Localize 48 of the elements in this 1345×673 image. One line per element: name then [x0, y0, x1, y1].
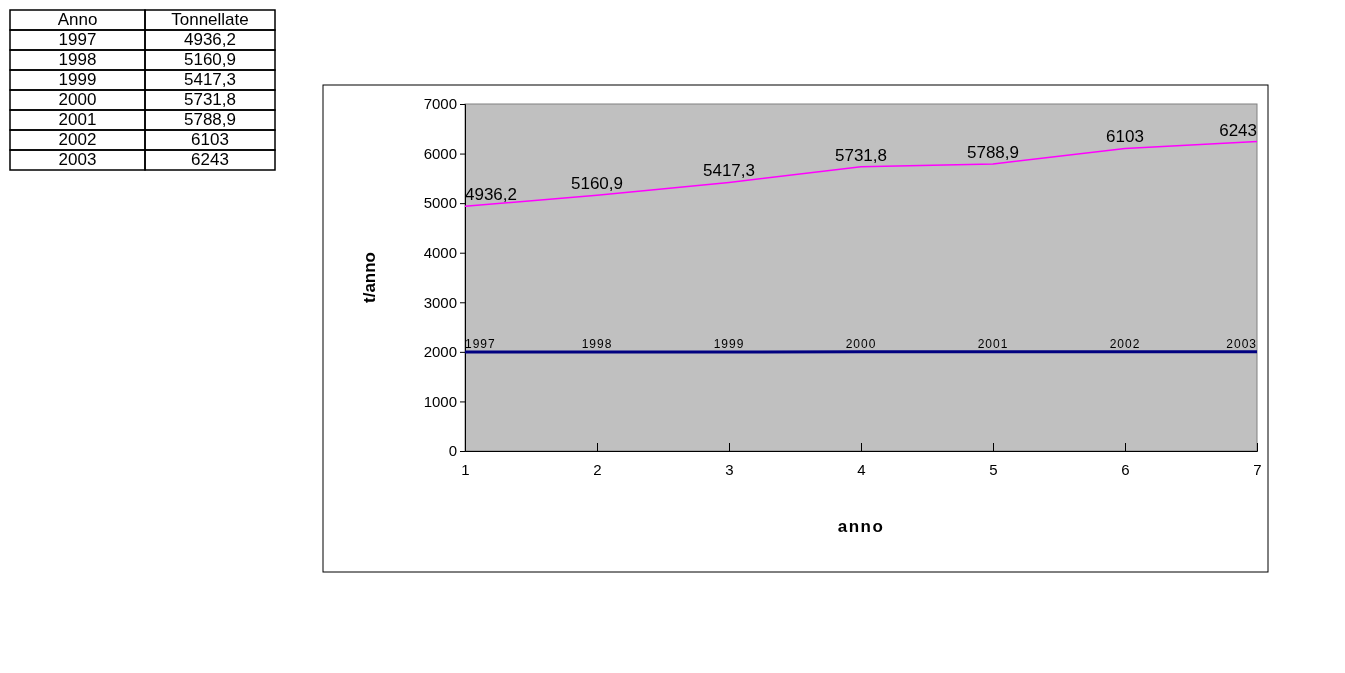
- y-tick-label: 2000: [423, 343, 457, 361]
- x-tick-label: 6: [1121, 461, 1130, 478]
- text: 2002: [58, 130, 97, 149]
- y-axis-title: t/anno: [360, 252, 379, 303]
- text: 1997: [58, 30, 97, 49]
- text: 5160,9: [184, 50, 236, 69]
- data-label: 5788,9: [967, 143, 1019, 163]
- y-tick-label: 0: [448, 442, 457, 460]
- data-label: 6103: [1106, 127, 1144, 147]
- data-label: 1999: [713, 336, 745, 351]
- x-tick-label: 1: [461, 461, 470, 478]
- text: Tonnellate: [171, 10, 249, 29]
- text: Anno: [57, 10, 98, 29]
- data-label: 4936,2: [465, 185, 517, 205]
- text: 5417,3: [184, 70, 236, 89]
- text: 2001: [58, 110, 97, 129]
- text: 6243: [191, 150, 229, 169]
- y-tick-label: 1000: [423, 392, 457, 410]
- y-tick-label: 6000: [423, 144, 457, 162]
- text: 5731,8: [184, 90, 236, 109]
- y-tick-label: 4000: [423, 244, 457, 262]
- text: 1999: [58, 70, 97, 89]
- text: 1998: [58, 50, 97, 69]
- text: 5788,9: [184, 110, 236, 129]
- x-tick-label: 5: [989, 461, 998, 478]
- data-label: 2000: [845, 336, 877, 351]
- text: 2000: [58, 90, 97, 109]
- data-label: 2001: [977, 336, 1009, 351]
- x-tick-label: 3: [725, 461, 734, 478]
- x-tick-label: 7: [1253, 461, 1262, 478]
- data-label: 6243: [1219, 120, 1257, 140]
- data-label: 2002: [1109, 336, 1141, 351]
- line-series: [464, 140, 1258, 208]
- data-label: 5417,3: [703, 161, 755, 181]
- x-tick-label: 2: [593, 461, 602, 478]
- text: 4936,2: [184, 30, 236, 49]
- x-tick-label: 4: [857, 461, 866, 478]
- x-axis-title: anno: [837, 517, 885, 536]
- text: 6103: [191, 130, 229, 149]
- y-tick-label: 3000: [423, 293, 457, 311]
- data-label: 5731,8: [835, 145, 887, 165]
- y-tick-label: 5000: [423, 194, 457, 212]
- data-label: 1998: [581, 336, 613, 351]
- data-label: 5160,9: [571, 174, 623, 194]
- data-label: 1997: [465, 337, 496, 352]
- data-label: 2003: [1226, 336, 1257, 351]
- y-tick-label: 7000: [423, 95, 457, 113]
- text: 2003: [58, 150, 97, 169]
